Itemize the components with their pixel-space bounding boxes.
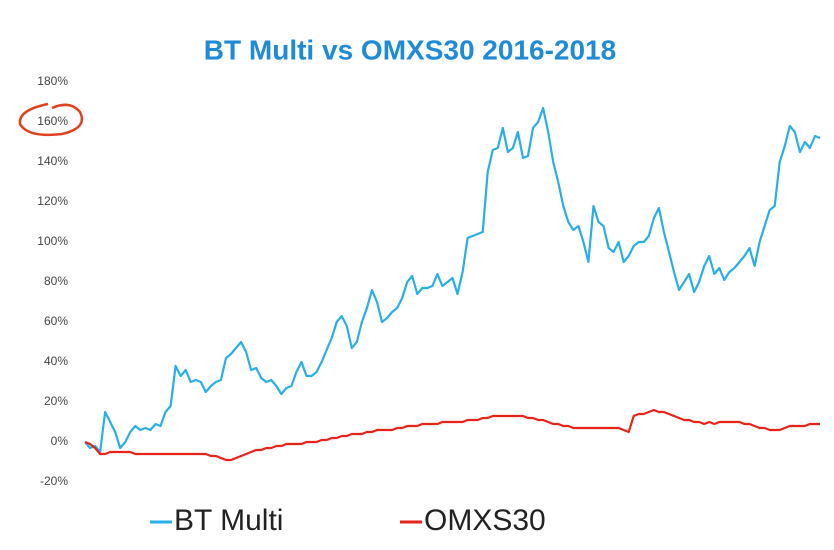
chart-title: BT Multi vs OMXS30 2016-2018 [204,34,616,65]
y-tick-label: 180% [37,74,68,88]
y-tick-label: 100% [37,234,68,248]
line-series [84,106,821,454]
y-tick-label: 20% [44,394,68,408]
y-tick-label: 60% [44,314,68,328]
y-tick-label: 80% [44,274,68,288]
line-series [84,408,820,462]
y-tick-label: 160% [37,114,68,128]
legend-label: OMXS30 [424,504,546,537]
legend-label: BT Multi [174,504,283,537]
y-tick-label: 140% [37,154,68,168]
y-tick-label: 40% [44,354,68,368]
y-tick-label: 120% [37,194,68,208]
y-tick-label: 0% [51,434,69,448]
annotation-circle [18,102,84,137]
y-tick-label: -20% [40,474,68,488]
